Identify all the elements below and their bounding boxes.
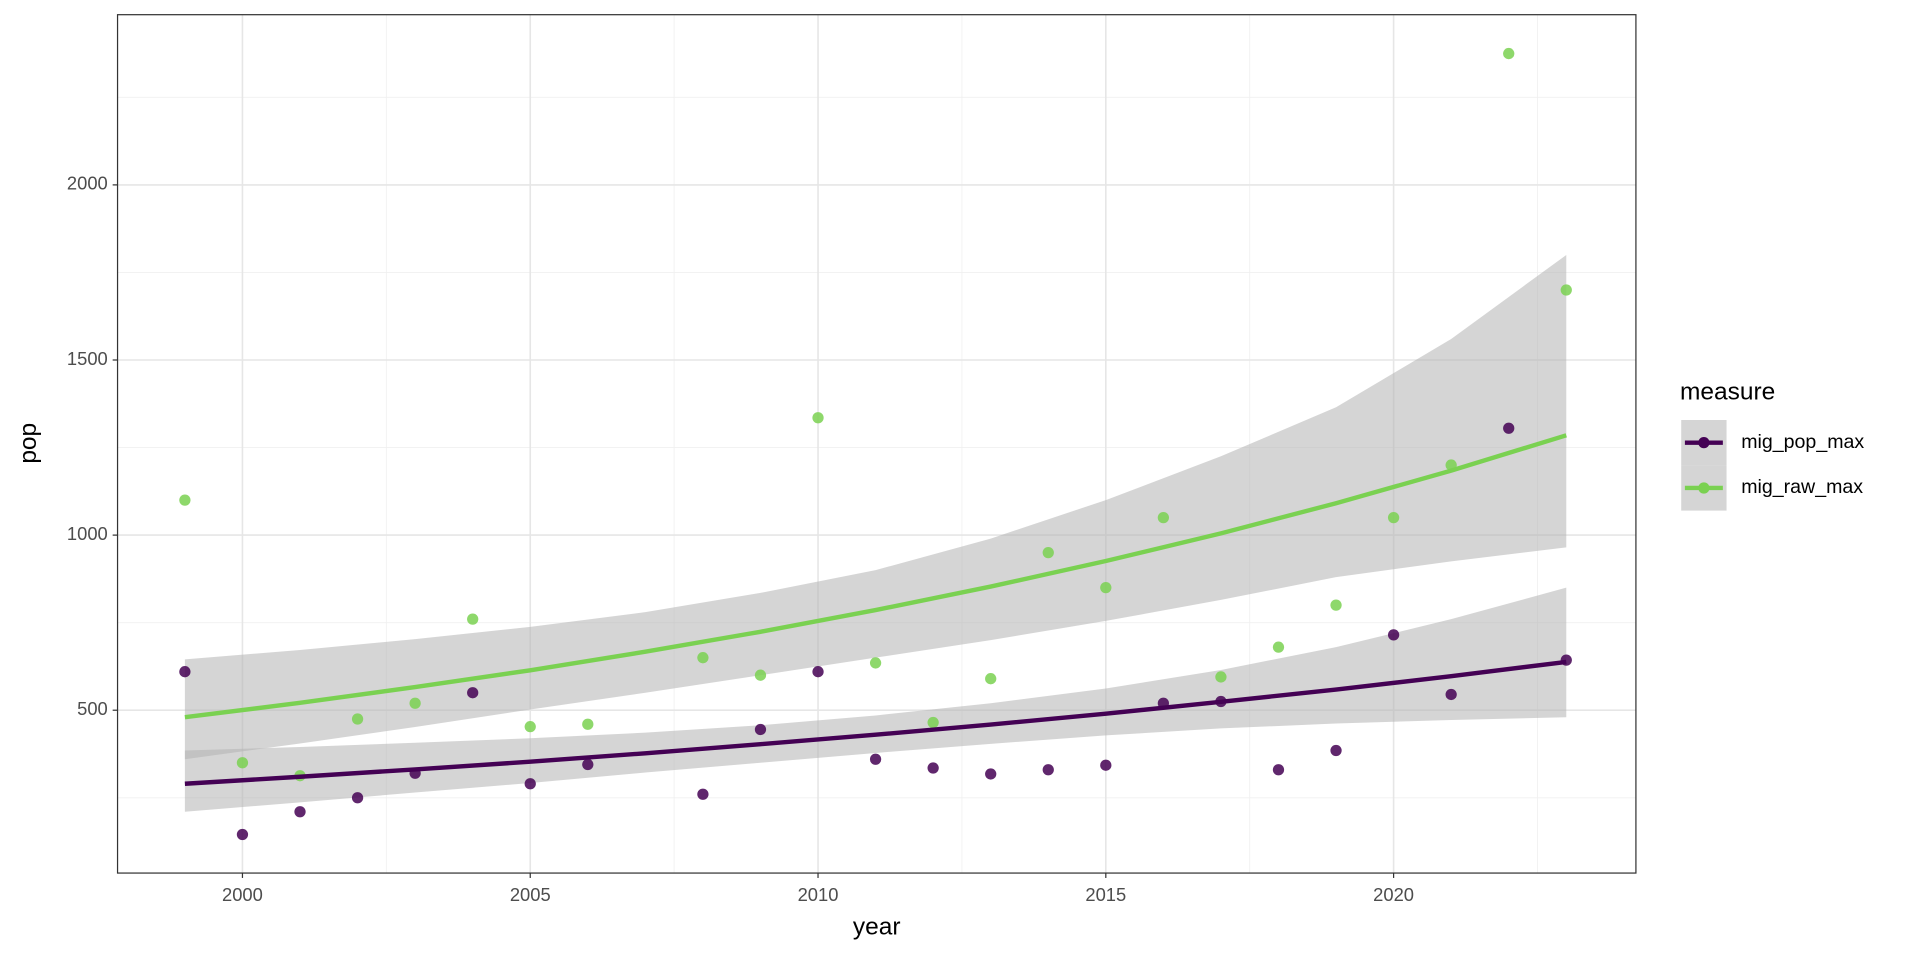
data-point <box>1330 744 1342 757</box>
data-point <box>1272 764 1285 776</box>
data-point <box>179 494 191 506</box>
data-point <box>697 652 709 664</box>
data-point <box>179 666 191 678</box>
data-point <box>236 757 249 769</box>
data-point <box>1215 671 1227 683</box>
data-point <box>1157 511 1170 524</box>
data-point <box>467 687 479 699</box>
data-point <box>467 613 479 625</box>
data-point <box>985 673 997 685</box>
legend-key-point <box>1698 437 1710 449</box>
x-tick-label: 2010 <box>798 884 839 905</box>
y-tick-label: 1500 <box>67 348 108 369</box>
data-point <box>582 758 594 771</box>
data-point <box>1272 641 1285 653</box>
data-point <box>582 718 594 730</box>
data-point <box>697 788 709 800</box>
x-tick-label: 2005 <box>510 884 551 905</box>
data-point <box>351 792 364 804</box>
legend: mig_pop_max mig_raw_max <box>1681 420 1864 511</box>
data-point <box>409 697 421 709</box>
data-point <box>236 828 249 841</box>
bands <box>184 254 1567 812</box>
data-point <box>985 768 997 780</box>
plot-border <box>116 14 1637 874</box>
data-point <box>1560 284 1572 296</box>
data-point <box>1445 688 1457 701</box>
y-tick-label: 2000 <box>67 173 108 194</box>
y-tick-label: 500 <box>77 698 108 719</box>
x-tick-label: 2015 <box>1085 884 1126 905</box>
legend-label: mig_pop_max <box>1741 431 1864 453</box>
data-point <box>351 713 364 725</box>
data-point <box>1503 422 1515 434</box>
confidence-band <box>184 587 1567 812</box>
legend-key-point <box>1698 482 1710 494</box>
legend-title: measure <box>1680 379 1775 406</box>
fit-line <box>184 433 1567 720</box>
fit-line <box>184 659 1567 786</box>
data-point <box>524 778 536 790</box>
data-point <box>1387 511 1400 524</box>
y-tick-label: 1000 <box>67 523 108 544</box>
points <box>179 47 1572 841</box>
data-point <box>754 669 767 681</box>
data-point <box>524 721 536 733</box>
data-point <box>1042 546 1054 559</box>
axes: 500 1000 1500 2000 2000 2005 2010 2015 2020 <box>67 173 1414 905</box>
legend-label: mig_raw_max <box>1741 476 1863 498</box>
data-point <box>812 666 824 678</box>
data-point <box>754 723 767 736</box>
x-axis-title: year <box>853 914 901 941</box>
data-point <box>294 806 306 818</box>
data-point <box>927 716 939 729</box>
data-point <box>1330 599 1342 611</box>
data-point <box>1387 629 1400 641</box>
x-tick-label: 2000 <box>222 884 263 905</box>
data-point <box>1503 47 1515 60</box>
data-point <box>869 753 882 765</box>
data-point <box>1100 759 1112 771</box>
confidence-band <box>184 254 1567 760</box>
data-point <box>1100 582 1112 594</box>
x-tick-label: 2020 <box>1373 884 1414 905</box>
data-point <box>1042 764 1054 776</box>
fits <box>184 433 1567 786</box>
y-axis-title: pop <box>15 423 42 464</box>
data-point <box>869 657 882 669</box>
data-point <box>812 412 824 424</box>
data-point <box>927 762 939 774</box>
